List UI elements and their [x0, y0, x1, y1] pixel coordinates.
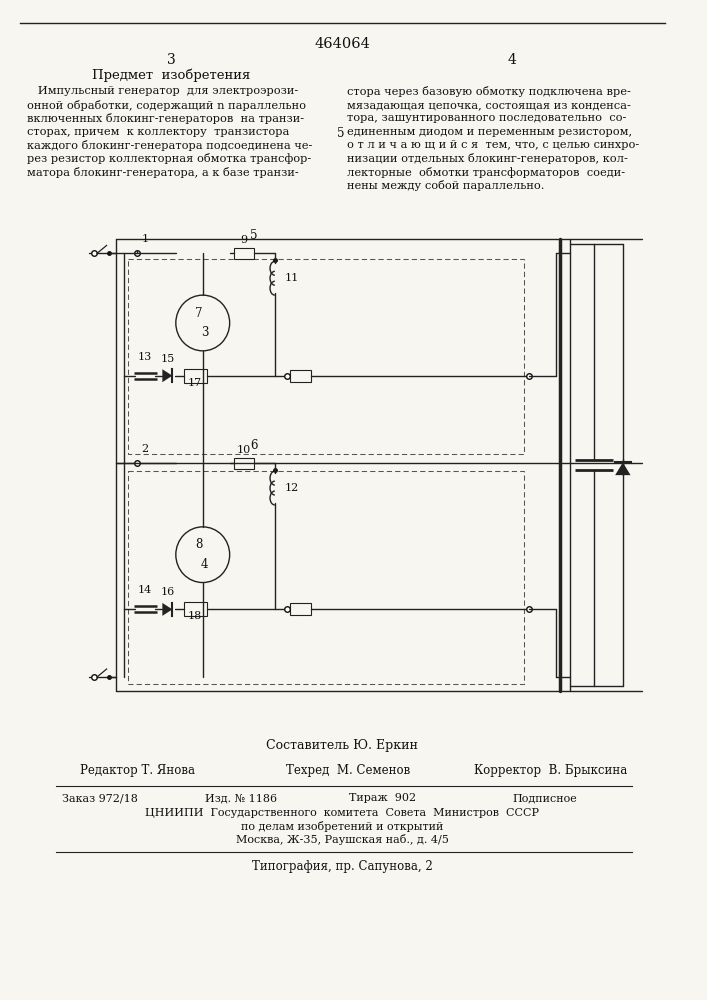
Text: 16: 16: [161, 587, 175, 597]
Bar: [184, 602, 206, 616]
Bar: [290, 370, 311, 382]
Bar: [235, 458, 254, 469]
Polygon shape: [615, 462, 631, 475]
Text: 9: 9: [240, 235, 247, 245]
Text: 1: 1: [141, 234, 148, 244]
Text: стора через базовую обмотку подключена вре-: стора через базовую обмотку подключена в…: [347, 86, 631, 97]
Text: каждого блокинг-генератора подсоединена че-: каждого блокинг-генератора подсоединена …: [27, 140, 312, 151]
Text: включенных блокинг-генераторов  на транзи-: включенных блокинг-генераторов на транзи…: [27, 113, 304, 124]
Text: 3: 3: [167, 52, 175, 66]
Text: 12: 12: [284, 483, 298, 493]
Text: 17: 17: [188, 378, 202, 388]
Text: лекторные  обмотки трансформаторов  соеди-: лекторные обмотки трансформаторов соеди-: [347, 167, 625, 178]
Text: рез резистор коллекторная обмотка трансфор-: рез резистор коллекторная обмотка трансф…: [27, 153, 311, 164]
Text: Составитель Ю. Еркин: Составитель Ю. Еркин: [267, 739, 418, 752]
Text: онной обработки, содержащий n параллельно: онной обработки, содержащий n параллельн…: [27, 100, 306, 111]
Text: Москва, Ж-35, Раушская наб., д. 4/5: Москва, Ж-35, Раушская наб., д. 4/5: [235, 834, 448, 845]
Text: 14: 14: [138, 585, 152, 595]
Text: о т л и ч а ю щ и й с я  тем, что, с целью синхро-: о т л и ч а ю щ и й с я тем, что, с цель…: [347, 140, 639, 150]
Text: Тираж  902: Тираж 902: [349, 793, 416, 803]
Text: Типография, пр. Сапунова, 2: Типография, пр. Сапунова, 2: [252, 860, 433, 873]
Text: сторах, причем  к коллектору  транзистора: сторах, причем к коллектору транзистора: [27, 127, 289, 137]
Text: Предмет  изобретения: Предмет изобретения: [92, 68, 250, 82]
Text: 464064: 464064: [314, 37, 370, 51]
Text: 7: 7: [195, 307, 203, 320]
Text: ЦНИИПИ  Государственного  комитета  Совета  Министров  СССР: ЦНИИПИ Государственного комитета Совета …: [145, 808, 539, 818]
Text: 15: 15: [161, 354, 175, 364]
Text: 4: 4: [201, 558, 209, 571]
Text: тора, зашунтированного последовательно  со-: тора, зашунтированного последовательно с…: [347, 113, 626, 123]
Text: единенным диодом и переменным резистором,: единенным диодом и переменным резистором…: [347, 127, 632, 137]
Text: 10: 10: [237, 445, 251, 455]
Polygon shape: [163, 603, 173, 616]
Text: мязадающая цепочка, состоящая из конденса-: мязадающая цепочка, состоящая из конденс…: [347, 100, 631, 110]
Bar: [128, 471, 524, 684]
Text: Техред  М. Семенов: Техред М. Семенов: [286, 764, 411, 777]
Text: Заказ 972/18: Заказ 972/18: [62, 793, 139, 803]
Polygon shape: [163, 369, 173, 382]
Text: 5: 5: [337, 127, 345, 140]
Text: Подписное: Подписное: [513, 793, 577, 803]
Bar: [235, 248, 254, 259]
Text: низации отдельных блокинг-генераторов, кол-: низации отдельных блокинг-генераторов, к…: [347, 153, 628, 164]
Text: 8: 8: [195, 538, 203, 551]
Bar: [184, 369, 206, 383]
Text: Импульсный генератор  для электроэрози-: Импульсный генератор для электроэрози-: [27, 86, 298, 96]
Text: 3: 3: [201, 326, 209, 339]
Text: Редактор Т. Янова: Редактор Т. Янова: [80, 764, 194, 777]
Text: по делам изобретений и открытий: по делам изобретений и открытий: [241, 821, 443, 832]
Text: 5: 5: [250, 229, 257, 242]
Text: 13: 13: [138, 352, 152, 362]
Text: 6: 6: [250, 439, 257, 452]
Text: нены между собой параллельно.: нены между собой параллельно.: [347, 180, 544, 191]
Text: Изд. № 1186: Изд. № 1186: [204, 793, 276, 803]
Text: 2: 2: [141, 444, 148, 454]
Text: 4: 4: [508, 52, 517, 66]
Text: 18: 18: [188, 611, 202, 621]
Text: матора блокинг-генератора, а к базе транзи-: матора блокинг-генератора, а к базе тран…: [27, 167, 298, 178]
Bar: [290, 603, 311, 615]
Text: Корректор  В. Брыксина: Корректор В. Брыксина: [474, 764, 627, 777]
Text: 11: 11: [284, 273, 298, 283]
Bar: [128, 259, 524, 454]
